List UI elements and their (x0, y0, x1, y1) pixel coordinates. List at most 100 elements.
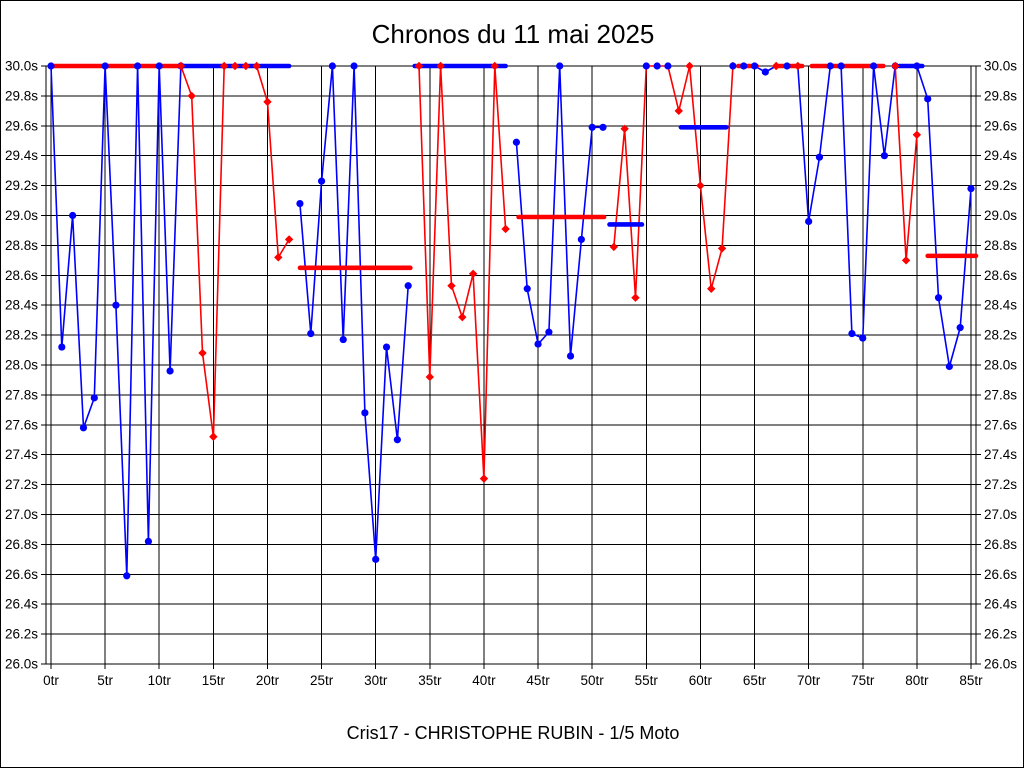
lap-marker (783, 62, 791, 70)
lap-marker (577, 235, 585, 244)
lap-marker (729, 62, 737, 70)
y-axis-label-right: 27.8s (984, 387, 1017, 402)
y-axis-label-left: 29.8s (5, 88, 38, 103)
lap-marker (620, 124, 629, 133)
lap-marker (717, 244, 727, 253)
y-axis-label-left: 26.6s (5, 567, 38, 582)
y-axis-label-right: 29.0s (984, 208, 1017, 223)
lap-marker (479, 474, 489, 483)
lap-marker (198, 348, 207, 358)
lap-marker (328, 62, 337, 70)
series-line-run-6 (613, 65, 734, 299)
lap-marker (284, 235, 294, 244)
y-axis-label-left: 28.8s (5, 238, 38, 253)
lap-marker (112, 301, 120, 309)
lap-marker (436, 61, 445, 71)
lap-marker (685, 61, 694, 71)
lap-marker (501, 224, 510, 234)
lap-marker (296, 199, 304, 208)
lap-marker (512, 138, 521, 146)
lap-marker (133, 62, 142, 70)
y-axis-label-left: 29.0s (5, 208, 38, 223)
lap-marker (642, 62, 650, 70)
series-line-run-5 (515, 65, 603, 357)
series-line-run-3 (299, 65, 409, 561)
x-axis-label: 85tr (959, 673, 983, 688)
x-axis-label: 0tr (43, 673, 59, 688)
lap-marker (631, 293, 640, 302)
y-axis-label-left: 29.6s (5, 118, 38, 133)
lap-marker (490, 61, 499, 71)
lap-marker (967, 184, 975, 193)
y-axis-label-right: 28.8s (984, 238, 1017, 253)
y-axis-label-right: 26.2s (984, 627, 1017, 642)
x-axis-label: 55tr (635, 673, 659, 688)
x-axis-label: 45tr (526, 673, 550, 688)
lap-marker (859, 334, 867, 342)
x-axis-label: 80tr (905, 673, 929, 688)
lap-marker (382, 343, 391, 351)
lap-marker (47, 62, 55, 70)
lap-marker (219, 61, 229, 71)
lap-marker (901, 256, 911, 265)
y-axis-label-right: 29.8s (984, 88, 1017, 103)
lap-marker (934, 294, 943, 302)
lap-marker (361, 409, 369, 417)
lap-marker (404, 282, 412, 290)
lap-marker (307, 330, 315, 338)
lap-marker (913, 62, 921, 70)
lap-marker (534, 340, 542, 348)
lap-marker (79, 424, 88, 432)
lap-marker (750, 62, 759, 70)
x-axis-label: 65tr (743, 673, 767, 688)
lap-marker (393, 436, 401, 444)
lap-marker (815, 153, 824, 161)
lap-marker (837, 62, 845, 70)
lap-marker (556, 62, 564, 70)
y-axis-label-right: 27.4s (984, 447, 1017, 462)
lap-marker (880, 152, 889, 160)
y-axis-label-left: 27.8s (5, 387, 38, 402)
lap-marker (566, 352, 575, 360)
y-axis-label-right: 26.6s (984, 567, 1017, 582)
x-axis-label: 70tr (797, 673, 821, 688)
lap-marker (523, 285, 531, 293)
series-lines (50, 65, 972, 577)
lap-marker (653, 62, 661, 70)
x-axis-label: 75tr (851, 673, 875, 688)
lap-marker (339, 335, 347, 344)
lap-marker (69, 211, 77, 220)
y-axis-label-right: 26.4s (984, 597, 1017, 612)
lap-marker (609, 242, 619, 252)
lap-marker (674, 106, 683, 116)
lap-marker (90, 394, 98, 402)
lap-marker (144, 537, 153, 546)
y-axis-label-left: 30.0s (5, 59, 38, 74)
lap-marker (372, 555, 380, 563)
lap-marker (58, 343, 66, 351)
x-axis-label: 30tr (364, 673, 388, 688)
y-axis-label-left: 28.4s (5, 298, 38, 313)
lap-marker (468, 269, 478, 279)
y-axis-label-left: 28.0s (5, 358, 38, 373)
lap-marker (241, 61, 251, 71)
y-axis-label-left: 26.4s (5, 597, 38, 612)
x-axis-label: 40tr (472, 673, 496, 688)
series-line-run-7 (732, 65, 896, 339)
y-axis-label-left: 27.4s (5, 447, 38, 462)
lap-marker (458, 312, 467, 322)
series-line-run-2 (180, 65, 290, 438)
chart-title: Chronos du 11 mai 2025 (371, 19, 655, 49)
series-markers (47, 61, 975, 580)
x-axis-label: 10tr (148, 673, 172, 688)
y-axis-label-left: 26.8s (5, 537, 38, 552)
lap-marker (771, 61, 781, 71)
x-axis-label: 20tr (256, 673, 280, 688)
lap-marker (425, 372, 435, 382)
lap-marker (123, 572, 131, 580)
lap-marker (826, 62, 834, 70)
lap-marker (230, 61, 240, 71)
x-axis-label: 5tr (97, 673, 113, 688)
y-axis-label-right: 29.4s (984, 148, 1017, 163)
